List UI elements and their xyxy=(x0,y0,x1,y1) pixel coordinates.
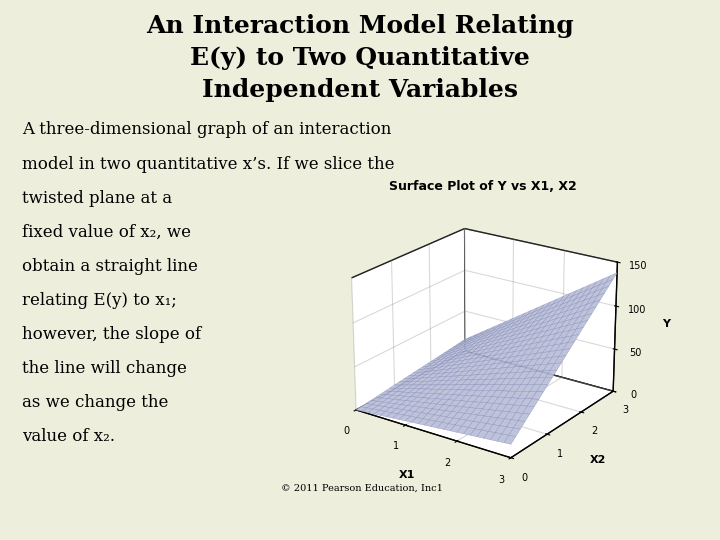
Text: obtain a straight line: obtain a straight line xyxy=(22,258,197,274)
Text: © 2011 Pearson Education, Inc1: © 2011 Pearson Education, Inc1 xyxy=(281,483,443,492)
Text: as we change the: as we change the xyxy=(22,394,168,410)
Text: fixed value of x₂, we: fixed value of x₂, we xyxy=(22,224,191,240)
X-axis label: X1: X1 xyxy=(398,470,415,481)
Text: model in two quantitative x’s. If we slice the: model in two quantitative x’s. If we sli… xyxy=(22,156,394,172)
Text: An Interaction Model Relating: An Interaction Model Relating xyxy=(146,14,574,37)
Y-axis label: X2: X2 xyxy=(590,455,606,465)
Text: value of x₂.: value of x₂. xyxy=(22,428,114,444)
Text: A three-dimensional graph of an interaction: A three-dimensional graph of an interact… xyxy=(22,122,391,138)
Text: the line will change: the line will change xyxy=(22,360,186,376)
Text: Independent Variables: Independent Variables xyxy=(202,78,518,102)
Title: Surface Plot of Y vs X1, X2: Surface Plot of Y vs X1, X2 xyxy=(389,180,576,193)
Text: however, the slope of: however, the slope of xyxy=(22,326,201,342)
Text: twisted plane at a: twisted plane at a xyxy=(22,190,172,206)
Text: relating E(y) to x₁;: relating E(y) to x₁; xyxy=(22,292,176,308)
Text: E(y) to Two Quantitative: E(y) to Two Quantitative xyxy=(190,46,530,70)
